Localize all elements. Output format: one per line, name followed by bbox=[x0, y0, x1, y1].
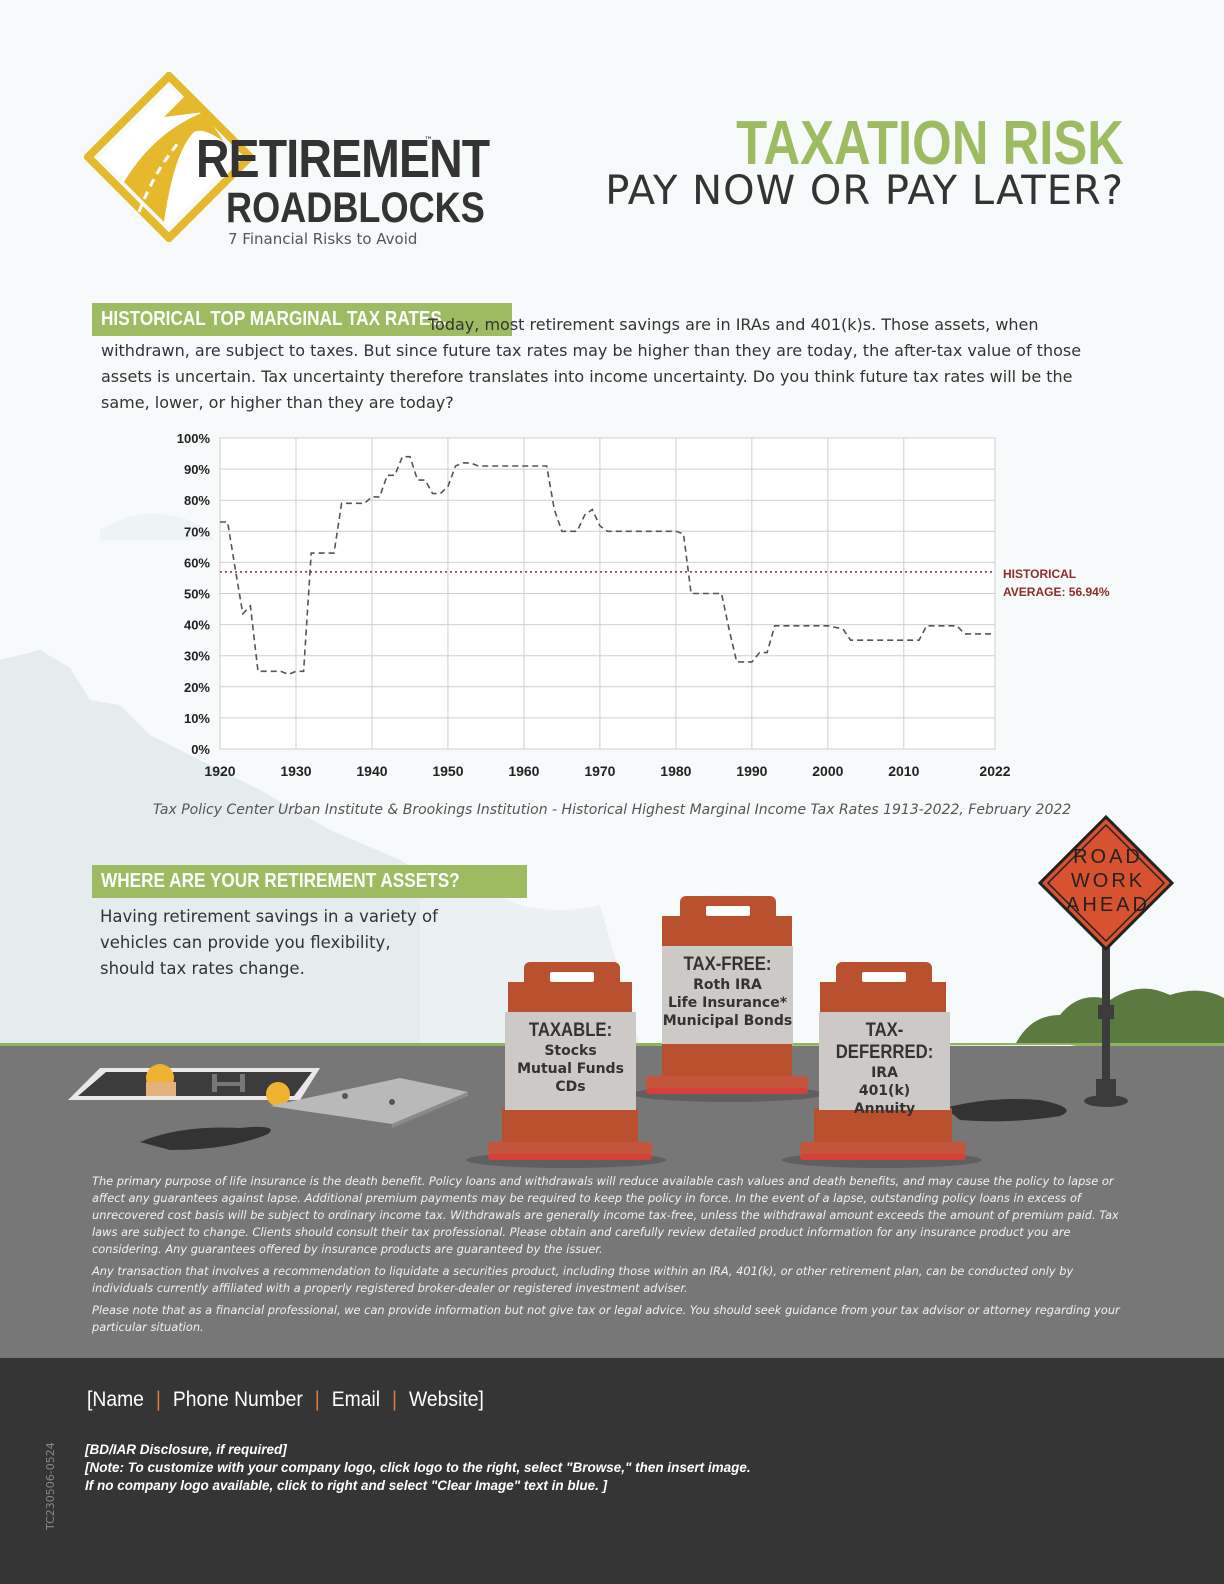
assets-paragraph: Having retirement savings in a variety o… bbox=[100, 907, 438, 978]
roadblocks-logo-icon bbox=[84, 72, 254, 242]
barrel-taxable bbox=[488, 962, 652, 1160]
y-tick-label: 50% bbox=[184, 587, 210, 602]
worker-hardhat-icon-2 bbox=[266, 1082, 290, 1106]
contact-email: Email bbox=[331, 1388, 381, 1411]
page-title: TAXATION RISK bbox=[736, 109, 1124, 178]
road-work-sign bbox=[1038, 815, 1175, 1107]
section-label-tax-rates: HISTORICAL TOP MARGINAL TAX RATES. bbox=[92, 303, 512, 336]
x-tick-label: 1970 bbox=[584, 763, 615, 779]
logo-trademark: ™ bbox=[424, 136, 433, 146]
x-tick-label: 1960 bbox=[508, 763, 539, 779]
intro-paragraph: Today, most retirement savings are in IR… bbox=[101, 315, 1082, 412]
x-tick-label: 1950 bbox=[432, 763, 463, 779]
contact-phone: Phone Number bbox=[172, 1388, 303, 1411]
tax-rate-series-line bbox=[220, 455, 995, 676]
road-sign-text: ROAD WORK AHEAD bbox=[1066, 846, 1150, 916]
logo-tagline: 7 Financial Risks to Avoid bbox=[228, 230, 418, 248]
document-code: TC230506-0524 bbox=[44, 1442, 57, 1530]
barrel-taxdeferred bbox=[800, 962, 966, 1160]
y-tick-label: 40% bbox=[184, 618, 210, 633]
cloud-shape bbox=[100, 513, 215, 540]
x-tick-label: 1980 bbox=[660, 763, 691, 779]
barrel-label-taxable: TAXABLE: Stocks Mutual Funds CDs bbox=[505, 1012, 636, 1110]
y-tick-label: 20% bbox=[184, 680, 210, 695]
y-tick-label: 100% bbox=[177, 431, 211, 446]
barrels-illustration bbox=[488, 896, 966, 1160]
y-tick-label: 90% bbox=[184, 462, 210, 477]
logo-word-retirement: RETIREMENT bbox=[196, 129, 490, 189]
contact-name: [Name bbox=[87, 1388, 144, 1411]
footer bbox=[0, 1358, 1224, 1584]
x-tick-label: 2022 bbox=[979, 763, 1010, 779]
manhole-cover bbox=[270, 1078, 468, 1124]
y-tick-label: 10% bbox=[184, 711, 210, 726]
grass-strip bbox=[0, 1043, 1224, 1068]
pothole bbox=[140, 1126, 271, 1150]
x-tick-label: 1920 bbox=[204, 763, 235, 779]
x-tick-label: 1940 bbox=[356, 763, 387, 779]
section-label-assets: WHERE ARE YOUR RETIREMENT ASSETS? bbox=[92, 865, 528, 898]
contact-website: Website] bbox=[409, 1388, 484, 1411]
logo-word-roadblocks: ROADBLOCKS bbox=[226, 184, 485, 232]
y-tick-label: 0% bbox=[191, 742, 210, 757]
bd-disclosure-note: [BD/IAR Disclosure, if required] [Note: … bbox=[85, 1442, 751, 1493]
barrel-taxfree bbox=[646, 896, 808, 1094]
barrel-label-taxdeferred: TAX-DEFERRED: IRA 401(k) Annuity bbox=[819, 1012, 950, 1117]
historical-average-label-line1: HISTORICAL bbox=[1003, 567, 1076, 581]
page-subtitle: PAY NOW OR PAY LATER? bbox=[605, 168, 1124, 214]
bushes bbox=[1015, 988, 1224, 1045]
barrel-label-taxfree: TAX-FREE: Roth IRA Life Insurance* Munic… bbox=[662, 946, 793, 1044]
y-tick-label: 60% bbox=[184, 555, 210, 570]
contact-line: [Name | Phone Number | Email | Website] bbox=[87, 1388, 484, 1411]
disclaimer-securities: Any transaction that involves a recommen… bbox=[92, 1264, 1074, 1295]
disclaimer-tax-advice: Please note that as a financial professi… bbox=[92, 1303, 1120, 1334]
x-tick-label: 2010 bbox=[888, 763, 919, 779]
x-tick-label: 1930 bbox=[280, 763, 311, 779]
historical-average-label-line2: AVERAGE: 56.94% bbox=[1003, 585, 1110, 599]
disclaimer-life-insurance: The primary purpose of life insurance is… bbox=[92, 1174, 1119, 1256]
pothole-2 bbox=[945, 1099, 1067, 1122]
y-tick-label: 70% bbox=[184, 524, 210, 539]
tax-rate-chart: 0% 10% 20% 30% 40% 50% 60% 70% 80% 90% 100% 1920 19… bbox=[177, 431, 1110, 779]
chart-source-note: Tax Policy Center Urban Institute & Broo… bbox=[152, 802, 1072, 818]
y-tick-label: 30% bbox=[184, 649, 210, 664]
x-tick-label: 1990 bbox=[736, 763, 767, 779]
y-tick-label: 80% bbox=[184, 493, 210, 508]
x-tick-label: 2000 bbox=[812, 763, 843, 779]
